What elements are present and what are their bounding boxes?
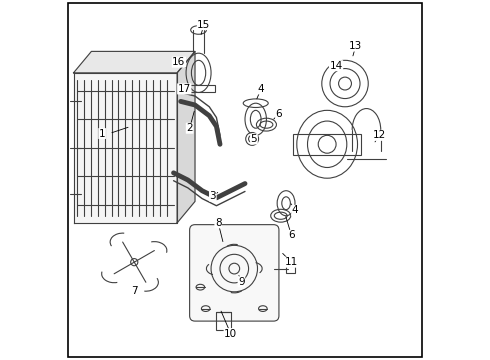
Text: 6: 6 — [275, 109, 282, 119]
Text: 6: 6 — [288, 230, 295, 240]
Text: 4: 4 — [258, 84, 265, 94]
Text: 4: 4 — [292, 205, 298, 215]
Polygon shape — [74, 51, 195, 73]
Bar — [286, 266, 295, 273]
Text: 12: 12 — [372, 130, 386, 140]
Text: 15: 15 — [197, 19, 211, 30]
FancyBboxPatch shape — [190, 225, 279, 321]
Text: 14: 14 — [329, 61, 343, 71]
Polygon shape — [177, 51, 195, 223]
Text: 8: 8 — [215, 218, 221, 228]
Text: 5: 5 — [250, 134, 257, 144]
Bar — [217, 312, 231, 330]
Text: 17: 17 — [178, 84, 191, 94]
Text: 11: 11 — [285, 257, 298, 267]
Bar — [182, 85, 215, 93]
Text: 10: 10 — [224, 329, 237, 339]
Text: 2: 2 — [186, 123, 193, 133]
Text: 1: 1 — [99, 129, 105, 139]
Bar — [293, 134, 361, 155]
Text: 13: 13 — [349, 41, 363, 51]
Text: 16: 16 — [172, 57, 186, 67]
Text: 9: 9 — [238, 277, 245, 287]
Polygon shape — [74, 73, 177, 223]
Text: 3: 3 — [210, 191, 216, 201]
Text: 7: 7 — [131, 286, 138, 296]
